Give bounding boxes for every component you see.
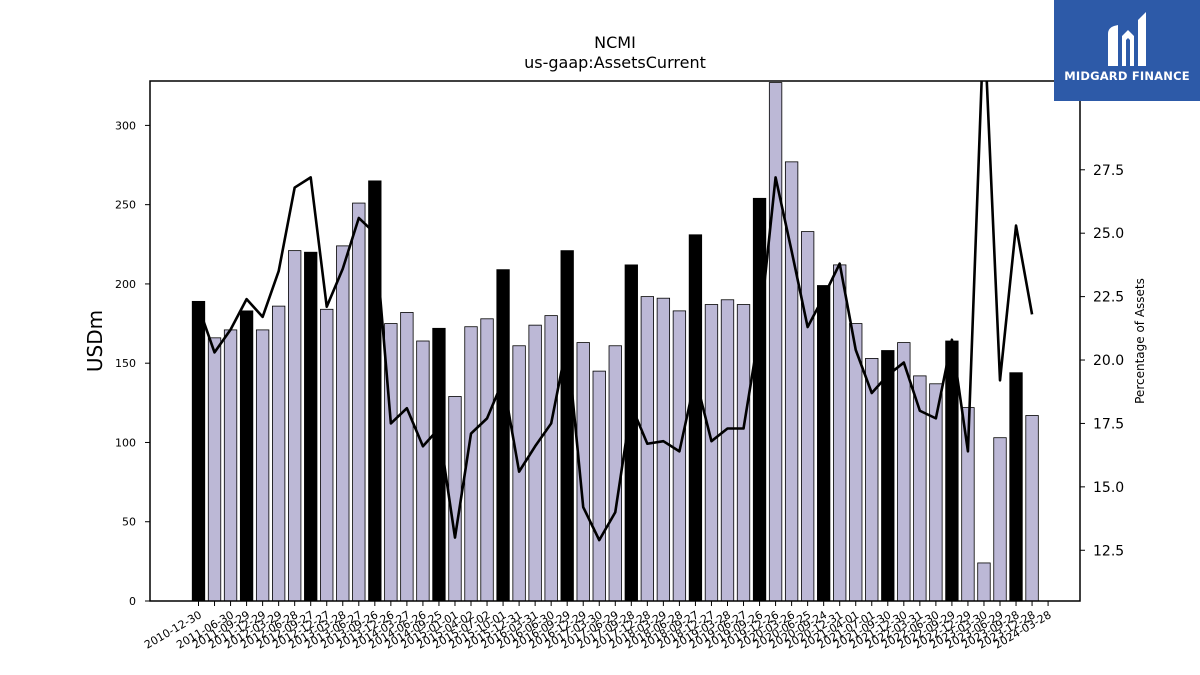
bar-2016-03-31 xyxy=(528,324,542,602)
y-tick-label-left: 200 xyxy=(115,278,136,291)
y-tick-label-right: 20.0 xyxy=(1093,353,1124,369)
y-tick-label-left: 150 xyxy=(115,357,136,370)
bar-2018-03-29 xyxy=(656,297,671,602)
y-tick-label-left: 300 xyxy=(115,119,136,132)
y-tick-label-right: 17.5 xyxy=(1093,416,1124,432)
chart-subtitle: us-gaap:AssetsCurrent xyxy=(524,53,706,72)
bar-2017-12-28 xyxy=(640,296,654,602)
bar-2015-07-02 xyxy=(480,318,494,602)
bar-2011-03-31 xyxy=(207,337,222,602)
bar-2015-12-31 xyxy=(512,345,526,602)
bar-2017-03-30 xyxy=(592,370,606,602)
y-tick-label-right: 25.0 xyxy=(1093,226,1124,242)
bar-2019-06-27 xyxy=(736,304,751,602)
chart-title: NCMI xyxy=(594,33,636,52)
bar-2017-06-29 xyxy=(608,345,622,602)
midgard-logo-icon xyxy=(1108,12,1146,66)
bar-2021-12-30 xyxy=(897,342,911,602)
bar-2013-06-27 xyxy=(352,202,366,602)
bar-2010-12-30 xyxy=(191,300,206,602)
bar-2015-01-01 xyxy=(448,396,462,602)
y-tick-label-left: 100 xyxy=(115,436,136,449)
bar-2012-06-28 xyxy=(288,250,302,602)
bar-2011-12-29 xyxy=(255,329,270,602)
bar-2021-07-01 xyxy=(865,358,879,602)
bar-2019-09-26 xyxy=(752,197,767,602)
y-tick-label-left: 0 xyxy=(129,595,136,608)
bar-2015-10-01 xyxy=(496,269,510,602)
bar-2012-12-27 xyxy=(320,308,334,602)
y-tick-label-left: 50 xyxy=(122,516,136,529)
bar-2018-09-27 xyxy=(688,234,703,602)
bar-2019-03-28 xyxy=(720,299,735,602)
y-axis-label-left: USDm xyxy=(83,310,107,372)
midgard-finance-logo: MIDGARD FINANCE xyxy=(1054,0,1200,101)
bar-2023-12-28 xyxy=(1025,415,1039,602)
y-axis-label-right: Percentage of Assets xyxy=(1133,278,1147,404)
bar-2021-09-30 xyxy=(881,350,895,602)
bar-2019-12-26 xyxy=(768,82,783,602)
bar-2020-12-31 xyxy=(833,264,847,602)
axes: 0 50 100 150 200 250 300 12.5 15.0 17.5 20.0 22.5 25… xyxy=(115,80,1124,652)
logo-text: MIDGARD FINANCE xyxy=(1064,69,1190,83)
bar-2012-09-27 xyxy=(304,251,318,602)
bar-2020-06-25 xyxy=(800,231,815,602)
y-tick-label-right: 12.5 xyxy=(1093,543,1124,559)
bar-2014-03-27 xyxy=(400,312,414,602)
bar-2023-06-29 xyxy=(993,437,1007,602)
bar-2023-09-28 xyxy=(1009,372,1023,602)
bar-2011-09-29 xyxy=(239,310,254,602)
bar-2016-09-29 xyxy=(560,250,574,602)
bar-2014-06-26 xyxy=(416,340,430,602)
bar-2022-09-29 xyxy=(945,340,959,602)
bar-2011-06-30 xyxy=(223,329,238,602)
bar-2020-09-24 xyxy=(817,285,831,602)
percentage-line-series xyxy=(197,81,1034,542)
percentage-line xyxy=(197,81,1034,542)
bar-2018-06-28 xyxy=(672,310,687,602)
y-tick-label-right: 15.0 xyxy=(1093,480,1124,496)
bar-2013-03-28 xyxy=(336,245,350,602)
bar-2018-12-27 xyxy=(704,304,719,602)
bar-2023-03-30 xyxy=(977,562,991,602)
bar-2012-03-29 xyxy=(271,305,286,602)
bar-2016-06-30 xyxy=(544,315,558,602)
bar-series xyxy=(191,82,1039,602)
y-tick-label-right: 22.5 xyxy=(1093,290,1124,306)
y-tick-label-left: 250 xyxy=(115,199,136,212)
y-tick-label-right: 27.5 xyxy=(1093,163,1124,179)
